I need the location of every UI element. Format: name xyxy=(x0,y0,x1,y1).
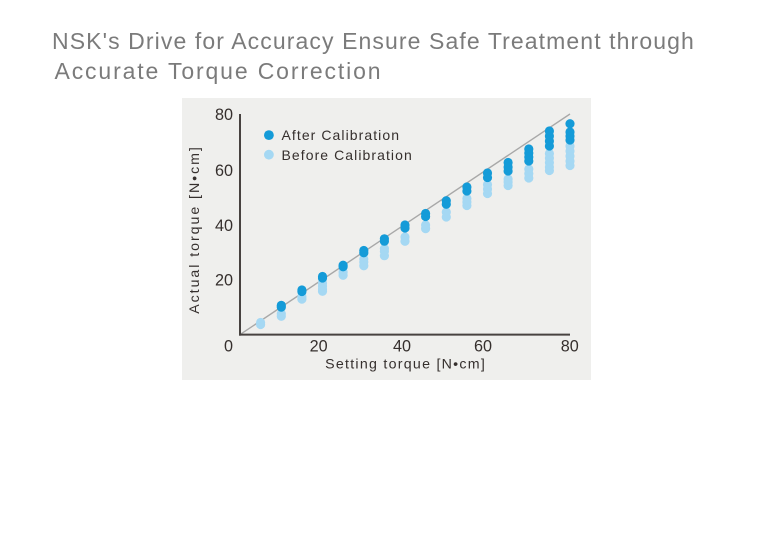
svg-text:80: 80 xyxy=(215,106,233,124)
svg-text:40: 40 xyxy=(393,338,411,356)
svg-text:80: 80 xyxy=(561,338,579,356)
svg-text:40: 40 xyxy=(215,217,233,235)
svg-text:Actual torque [N•cm]: Actual torque [N•cm] xyxy=(187,145,203,314)
svg-text:20: 20 xyxy=(310,338,328,356)
svg-text:60: 60 xyxy=(215,162,233,180)
svg-text:20: 20 xyxy=(215,272,233,290)
svg-text:After Calibration: After Calibration xyxy=(282,127,401,143)
svg-text:0: 0 xyxy=(224,338,233,356)
svg-text:Before Calibration: Before Calibration xyxy=(282,147,413,163)
svg-text:60: 60 xyxy=(474,338,492,356)
svg-text:Setting torque [N•cm]: Setting torque [N•cm] xyxy=(325,357,486,373)
